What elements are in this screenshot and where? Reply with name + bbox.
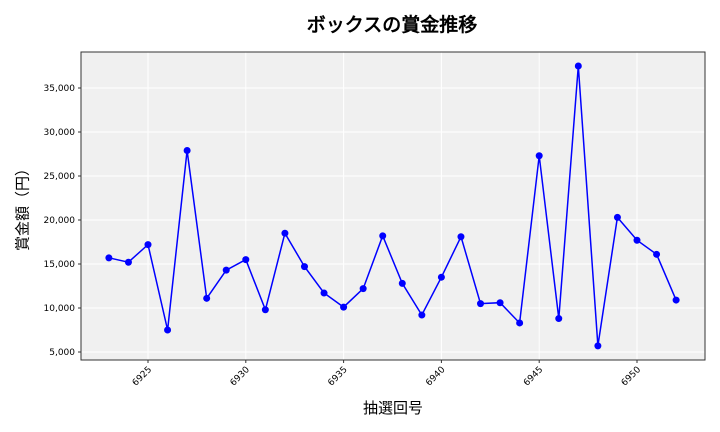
y-tick-label: 10,000: [44, 304, 76, 314]
data-point: [535, 152, 543, 160]
x-tick-label: 6945: [522, 365, 545, 388]
y-tick-label: 30,000: [44, 128, 76, 138]
data-point: [477, 300, 485, 308]
x-tick-label: 6950: [620, 365, 643, 388]
x-tick-label: 6935: [326, 365, 349, 388]
data-point: [359, 285, 367, 293]
data-point: [555, 315, 563, 323]
data-point: [457, 233, 465, 241]
data-points: [105, 62, 680, 350]
data-point: [594, 342, 602, 350]
plot-frame: [80, 51, 706, 361]
x-tick-label: 6925: [131, 365, 154, 388]
data-point: [320, 289, 328, 297]
data-point: [340, 303, 348, 311]
data-point: [222, 266, 230, 274]
data-point: [300, 263, 308, 271]
data-point: [496, 299, 504, 307]
data-point: [437, 273, 445, 281]
data-point: [105, 254, 113, 262]
data-point: [516, 319, 524, 327]
x-axis-label: 抽選回号: [362, 399, 423, 417]
y-tick-label: 35,000: [44, 84, 76, 94]
data-point: [203, 294, 211, 302]
data-point: [183, 146, 191, 154]
data-point: [164, 326, 172, 334]
data-point: [653, 250, 661, 258]
y-tick-label: 20,000: [44, 216, 76, 226]
data-line: [108, 65, 677, 346]
x-tick-label: 6930: [229, 365, 252, 388]
y-tick-label: 5,000: [49, 348, 75, 358]
data-point: [261, 306, 269, 314]
grid-lines: [81, 52, 705, 360]
data-point: [633, 236, 641, 244]
chart-title: ボックスの賞金推移: [306, 14, 478, 36]
data-point: [574, 62, 582, 70]
x-tick-label: 6940: [424, 365, 447, 388]
data-point: [281, 229, 289, 237]
data-point: [124, 258, 132, 266]
data-point: [672, 296, 680, 304]
x-axis: 6925 6930 6935 6940 6945 6950: [131, 360, 643, 388]
y-axis: 5,000 10,000 15,000 20,000 25,000 30,000 35,00…: [44, 84, 81, 358]
y-tick-label: 25,000: [44, 172, 76, 182]
data-point: [144, 241, 152, 249]
plot-area: [81, 52, 705, 360]
data-point: [379, 232, 387, 240]
data-point: [242, 256, 250, 264]
data-point: [398, 279, 406, 287]
y-tick-label: 15,000: [44, 260, 76, 270]
data-point: [418, 311, 426, 319]
data-point: [613, 213, 621, 221]
